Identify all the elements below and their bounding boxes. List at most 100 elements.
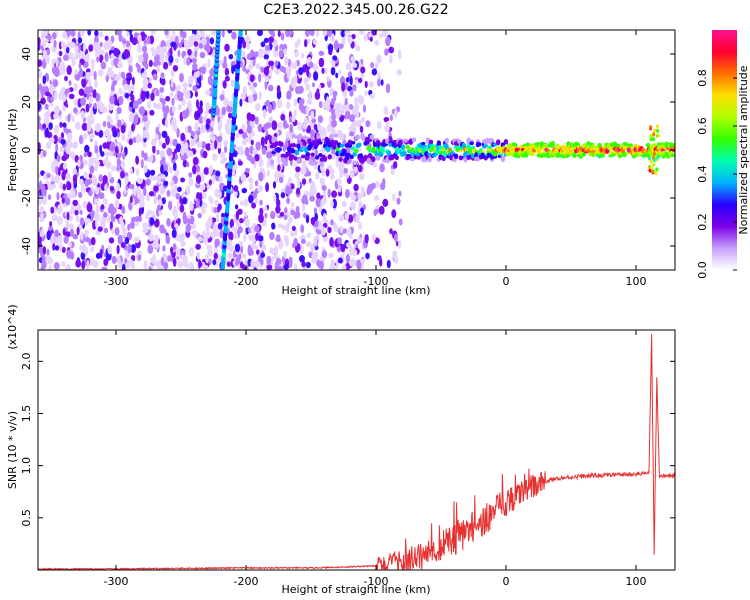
noise-cell bbox=[108, 237, 115, 244]
band-cell bbox=[357, 142, 362, 148]
noise-cell bbox=[178, 42, 183, 49]
noise-cell bbox=[305, 241, 312, 248]
noise-cell bbox=[385, 83, 391, 94]
noise-cell bbox=[152, 175, 157, 181]
noise-cell bbox=[376, 54, 382, 64]
noise-cell bbox=[345, 62, 352, 71]
noise-cell bbox=[331, 60, 336, 68]
noise-cell bbox=[365, 120, 371, 128]
noise-cell bbox=[53, 134, 58, 145]
noise-cell bbox=[170, 77, 174, 88]
noise-cell bbox=[190, 138, 195, 147]
noise-cell bbox=[63, 235, 69, 244]
noise-cell bbox=[364, 234, 369, 244]
noise-cell bbox=[270, 210, 276, 220]
noise-cell bbox=[362, 104, 367, 113]
noise-cell bbox=[82, 43, 86, 53]
noise-cell bbox=[382, 178, 386, 186]
noise-cell bbox=[337, 257, 343, 264]
noise-cell bbox=[226, 261, 231, 268]
noise-cell bbox=[199, 100, 203, 108]
noise-cell bbox=[42, 39, 47, 48]
noise-cell bbox=[149, 109, 155, 116]
band-cell bbox=[319, 160, 325, 167]
noise-cell bbox=[352, 84, 357, 92]
noise-cell bbox=[97, 226, 103, 232]
noise-cell bbox=[238, 129, 244, 135]
band-cell bbox=[291, 143, 296, 148]
noise-cell bbox=[94, 122, 101, 133]
band-cell bbox=[371, 146, 376, 154]
noise-cell bbox=[213, 223, 218, 233]
noise-cell bbox=[312, 63, 318, 72]
noise-cell bbox=[127, 259, 133, 266]
noise-cell bbox=[111, 255, 117, 264]
noise-cell bbox=[136, 177, 143, 184]
noise-cell bbox=[398, 190, 402, 197]
noise-cell bbox=[371, 68, 378, 76]
noise-cell bbox=[224, 145, 228, 154]
tail-cell bbox=[653, 128, 657, 133]
noise-cell bbox=[59, 146, 63, 153]
noise-cell bbox=[389, 228, 393, 235]
noise-cell bbox=[143, 186, 147, 197]
noise-cell bbox=[96, 56, 100, 63]
noise-cell bbox=[321, 250, 328, 258]
noise-cell bbox=[330, 259, 335, 270]
noise-cell bbox=[65, 231, 71, 238]
noise-cell bbox=[197, 212, 202, 219]
noise-cell bbox=[152, 73, 158, 81]
noise-cell bbox=[346, 230, 351, 236]
noise-cell bbox=[49, 221, 53, 227]
noise-cell bbox=[379, 163, 385, 173]
noise-cell bbox=[166, 147, 173, 156]
noise-cell bbox=[318, 101, 323, 109]
noise-cell bbox=[172, 30, 176, 38]
band-cell bbox=[441, 147, 446, 152]
noise-cell bbox=[71, 56, 76, 67]
noise-cell bbox=[341, 82, 346, 92]
noise-cell bbox=[239, 50, 246, 60]
noise-cell bbox=[349, 75, 353, 86]
noise-cell bbox=[258, 158, 264, 168]
noise-cell bbox=[368, 81, 374, 88]
noise-cell bbox=[46, 48, 50, 56]
noise-cell bbox=[185, 107, 190, 118]
noise-cell bbox=[94, 197, 99, 206]
noise-cell bbox=[323, 67, 328, 75]
noise-cell bbox=[281, 225, 286, 231]
noise-cell bbox=[191, 230, 198, 236]
noise-cell bbox=[338, 43, 344, 50]
noise-cell bbox=[66, 30, 71, 38]
noise-cell bbox=[326, 75, 331, 82]
streak-cell bbox=[238, 30, 243, 34]
noise-cell bbox=[246, 53, 252, 60]
noise-cell bbox=[47, 35, 52, 41]
noise-cell bbox=[38, 236, 42, 244]
noise-cell bbox=[170, 187, 175, 197]
noise-cell bbox=[73, 107, 78, 114]
noise-cell bbox=[205, 254, 209, 264]
noise-cell bbox=[52, 79, 59, 88]
noise-cell bbox=[92, 89, 97, 99]
noise-cell bbox=[214, 239, 218, 249]
noise-cell bbox=[271, 222, 276, 230]
noise-cell bbox=[54, 245, 60, 251]
noise-cell bbox=[160, 58, 164, 66]
noise-cell bbox=[38, 103, 41, 109]
noise-cell bbox=[398, 239, 402, 250]
noise-cell bbox=[138, 54, 144, 64]
noise-cell bbox=[128, 65, 133, 73]
noise-cell bbox=[251, 202, 256, 209]
noise-cell bbox=[286, 212, 290, 218]
noise-cell bbox=[348, 131, 355, 137]
noise-cell bbox=[352, 62, 358, 68]
noise-cell bbox=[250, 157, 256, 165]
noise-cell bbox=[341, 201, 347, 207]
noise-cell bbox=[38, 59, 43, 67]
noise-cell bbox=[369, 36, 373, 42]
noise-cell bbox=[286, 90, 292, 100]
noise-cell bbox=[200, 141, 207, 149]
tail-cell bbox=[656, 124, 659, 129]
spectrogram-heatmap bbox=[38, 30, 675, 270]
